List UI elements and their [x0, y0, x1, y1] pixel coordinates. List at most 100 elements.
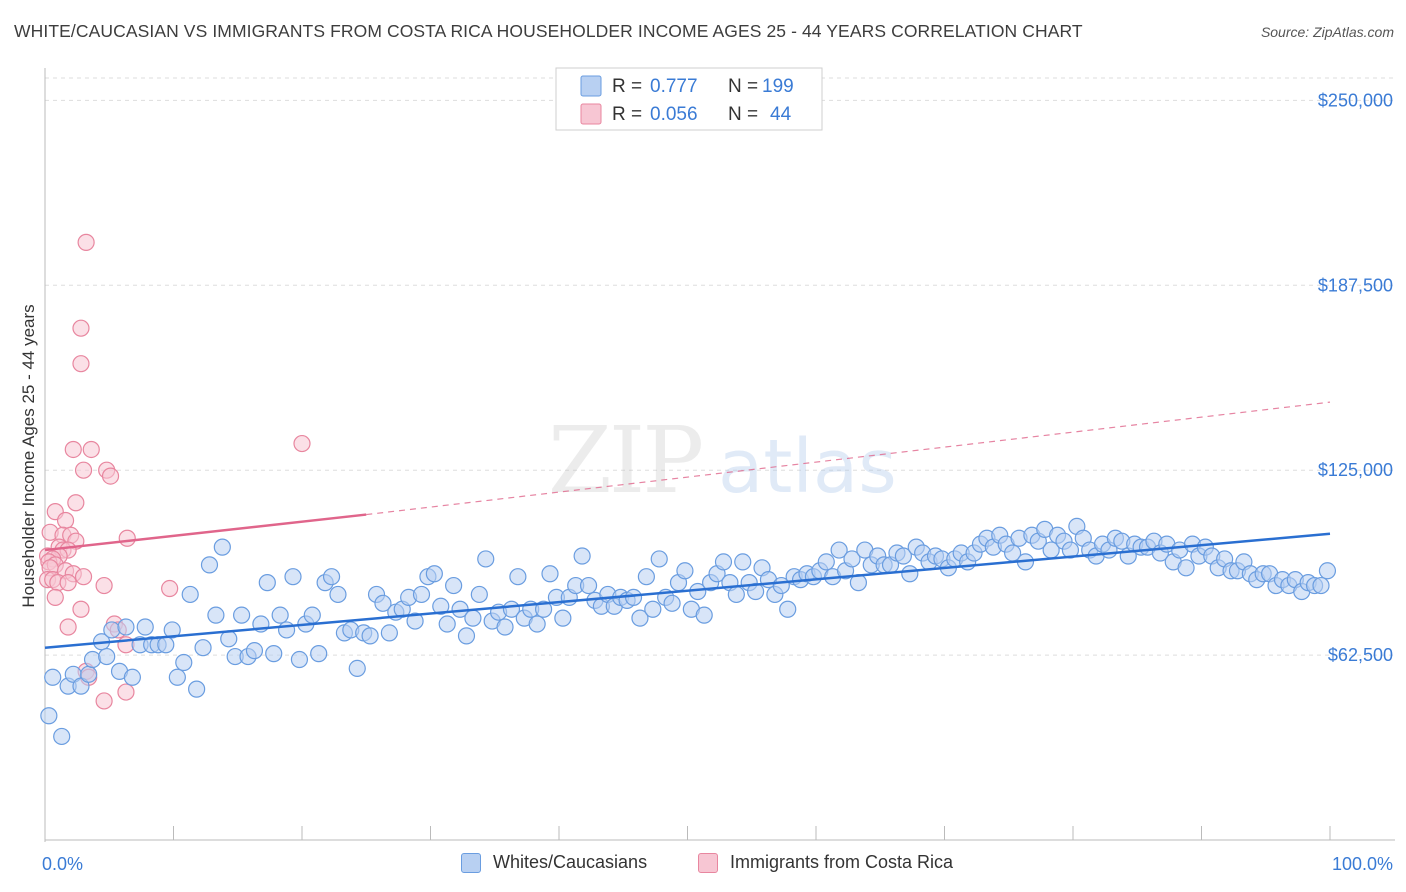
bottom-legend-swatch-blue — [461, 852, 481, 873]
data-point-whites — [157, 636, 175, 654]
watermark: ZIP atlas — [548, 407, 897, 514]
axes — [44, 68, 1395, 842]
data-point-whites — [714, 553, 733, 571]
x-tick-label: 0.0% — [42, 854, 83, 874]
data-point-whites — [200, 556, 219, 574]
data-point-whites — [374, 594, 392, 612]
data-point-whites — [438, 615, 456, 633]
legend-swatch-pink — [580, 103, 602, 125]
chart-title: WHITE/CAUCASIAN VS IMMIGRANTS FROM COSTA… — [14, 21, 1083, 41]
data-point-whites — [631, 609, 649, 627]
data-point-costa-rica — [72, 600, 90, 618]
data-point-whites — [83, 650, 102, 669]
data-point-whites — [98, 647, 116, 666]
data-point-whites — [1312, 576, 1330, 595]
legend-n-label-1: N = — [728, 76, 763, 97]
legend-n-label-2: N = — [728, 104, 763, 125]
data-point-whites — [470, 585, 488, 604]
data-point-whites — [175, 653, 193, 672]
data-point-whites — [779, 600, 797, 618]
data-point-whites — [1061, 541, 1080, 559]
data-point-whites — [650, 550, 668, 568]
watermark-atlas: atlas — [718, 424, 897, 510]
data-point-costa-rica — [72, 355, 90, 373]
data-point-whites — [412, 585, 431, 604]
data-point-costa-rica — [101, 467, 120, 485]
data-point-costa-rica — [74, 461, 93, 479]
data-point-whites — [624, 588, 643, 607]
source-label: Source: ZipAtlas.com — [1260, 24, 1394, 40]
data-point-whites — [541, 565, 559, 583]
data-point-costa-rica — [56, 511, 75, 530]
data-point-costa-rica — [118, 529, 136, 547]
data-point-whites — [348, 659, 366, 678]
data-point-whites — [727, 585, 745, 604]
data-point-whites — [579, 576, 598, 595]
data-point-whites — [830, 541, 848, 559]
data-point-costa-rica — [64, 440, 82, 459]
data-point-whites — [528, 615, 546, 633]
data-point-whites — [207, 606, 225, 624]
data-point-whites — [163, 621, 181, 639]
data-point-whites — [117, 618, 135, 636]
data-point-whites — [103, 621, 121, 639]
trend-line-costa-rica-extension — [366, 401, 1331, 516]
data-point-costa-rica — [77, 233, 95, 251]
data-point-whites — [464, 609, 482, 627]
data-point-whites — [44, 668, 62, 686]
data-point-whites — [188, 680, 206, 698]
data-point-whites — [901, 565, 919, 583]
y-tick-label: $187,500 — [1318, 275, 1393, 295]
data-point-whites — [329, 585, 347, 604]
data-point-whites — [194, 639, 212, 657]
data-point-whites — [509, 568, 527, 586]
data-point-costa-rica — [74, 568, 93, 586]
legend-n-value-2: 44 — [770, 104, 792, 125]
data-point-whites — [1318, 562, 1337, 580]
data-point-costa-rica — [72, 319, 90, 337]
data-point-whites — [168, 668, 186, 686]
bottom-legend-item-whites: Whites/Caucasians — [461, 852, 647, 873]
bottom-legend-item-costa-rica: Immigrants from Costa Rica — [698, 852, 953, 873]
legend-r-label-1: R = — [612, 76, 647, 97]
data-point-costa-rica — [59, 618, 77, 636]
bottom-legend-label-whites: Whites/Caucasians — [493, 852, 648, 872]
data-point-costa-rica — [95, 692, 113, 710]
data-point-whites — [80, 665, 98, 683]
trend-line-costa-rica — [44, 513, 367, 552]
data-point-whites — [123, 668, 141, 686]
data-point-whites — [136, 618, 154, 636]
legend-swatch-blue — [580, 75, 602, 97]
data-point-whites — [445, 576, 463, 595]
trend-line-whites — [44, 532, 1331, 649]
data-point-whites — [277, 621, 296, 639]
data-point-whites — [695, 606, 713, 624]
data-point-whites — [361, 627, 379, 645]
data-point-costa-rica — [82, 440, 100, 459]
data-point-whites — [663, 594, 681, 612]
data-point-costa-rica — [117, 683, 135, 701]
data-point-whites — [1177, 559, 1195, 577]
data-point-whites — [220, 630, 238, 648]
data-point-costa-rica — [293, 434, 311, 453]
legend-n-value-1: 199 — [762, 76, 794, 97]
data-point-whites — [181, 585, 199, 604]
data-point-whites — [284, 568, 302, 586]
data-point-whites — [245, 642, 264, 660]
watermark-zip: ZIP — [548, 407, 701, 514]
data-point-whites — [554, 609, 572, 627]
data-point-costa-rica — [46, 588, 64, 607]
data-point-whites — [894, 547, 912, 565]
data-point-whites — [271, 606, 289, 624]
y-axis-label: Householder Income Ages 25 - 44 years — [19, 304, 38, 607]
data-point-whites — [258, 574, 276, 592]
bottom-legend: Whites/Caucasians Immigrants from Costa … — [0, 852, 1406, 878]
bottom-legend-label-costa-rica: Immigrants from Costa Rica — [730, 852, 954, 872]
data-point-whites — [676, 562, 694, 580]
data-point-whites — [265, 645, 283, 663]
legend-r-value-2: 0.056 — [650, 104, 698, 125]
data-point-whites — [425, 565, 443, 583]
legend-r-label-2: R = — [612, 104, 647, 125]
data-point-whites — [573, 547, 591, 565]
